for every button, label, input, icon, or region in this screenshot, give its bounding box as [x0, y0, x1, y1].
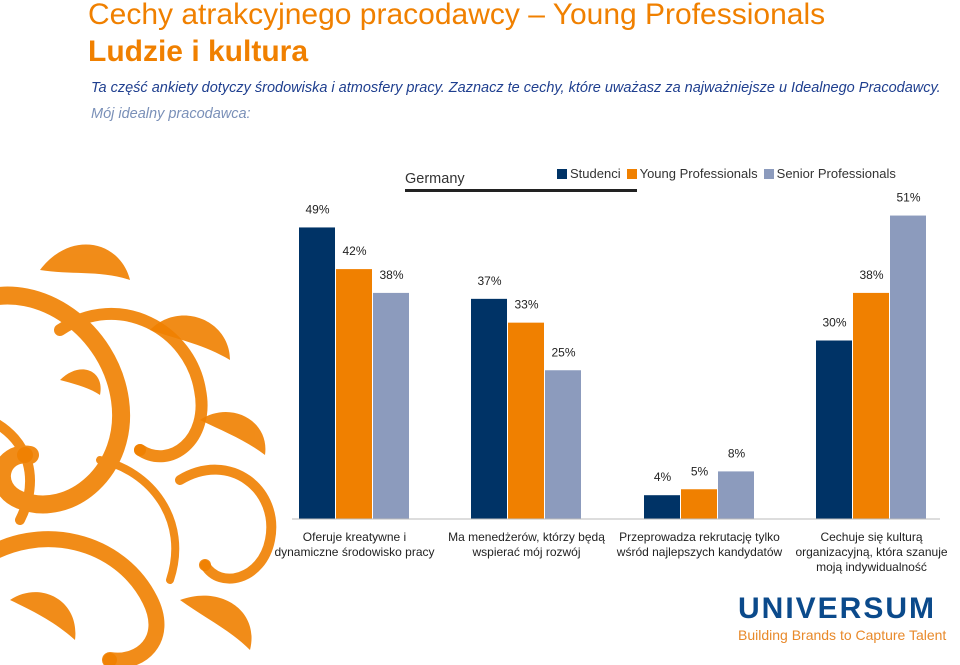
data-label: 51% — [896, 191, 920, 205]
logo-wordmark: UNIVERSUM — [738, 592, 937, 625]
legend-item-senior-professionals: Senior Professionals — [763, 166, 896, 181]
page-title: Cechy atrakcyjnego pracodawcy – Young Pr… — [88, 0, 826, 31]
bar-senior-professionals-2 — [718, 471, 754, 519]
data-label: 4% — [654, 470, 672, 484]
chart-legend: Studenci Young Professionals Senior Prof… — [557, 166, 902, 181]
decorative-ornament — [0, 244, 277, 665]
data-label: 30% — [822, 316, 846, 330]
universum-logo: UNIVERSUM Building Brands to Capture Tal… — [738, 592, 946, 644]
page-subtitle-title: Ludzie i kultura — [88, 35, 309, 68]
category-label: Przeprowadza rekrutację tylko wśród najle… — [616, 530, 783, 559]
data-label: 8% — [728, 446, 746, 460]
question-prompt: Mój idealny pracodawca: — [91, 106, 251, 122]
data-label: 42% — [342, 244, 366, 258]
survey-instruction: Ta część ankiety dotyczy środowiska i at… — [91, 80, 941, 96]
bar-studenci-2 — [644, 495, 680, 519]
legend-label: Studenci — [570, 166, 621, 181]
legend-label: Young Professionals — [639, 166, 758, 181]
bar-young-professionals-2 — [681, 489, 717, 519]
legend-swatch — [557, 168, 567, 179]
bar-young-professionals-3 — [853, 292, 889, 519]
legend-item-young-professionals: Young Professionals — [626, 166, 758, 181]
bar-studenci-0 — [299, 227, 335, 519]
logo-tagline: Building Brands to Capture Talent — [738, 627, 947, 643]
country-label: Germany — [405, 171, 465, 187]
country-underline — [405, 189, 637, 192]
bar-studenci-3 — [816, 340, 852, 519]
bar-senior-professionals-3 — [890, 215, 926, 520]
legend-swatch — [626, 168, 637, 179]
data-label: 33% — [514, 298, 538, 312]
bar-young-professionals-0 — [336, 269, 372, 519]
data-label: 38% — [379, 268, 403, 282]
data-label: 49% — [305, 202, 329, 216]
legend-swatch — [763, 168, 774, 179]
bar-young-professionals-1 — [508, 322, 544, 519]
bar-senior-professionals-0 — [373, 292, 409, 519]
data-label: 25% — [551, 345, 575, 359]
bar-senior-professionals-1 — [545, 370, 581, 519]
data-label: 37% — [477, 274, 501, 288]
category-label: Ma menedżerów, którzy będą wspierać mój r… — [448, 530, 605, 559]
data-label: 38% — [859, 268, 883, 282]
category-label: Oferuje kreatywne i dynamiczne środowisko… — [274, 530, 434, 559]
data-label: 5% — [691, 464, 709, 478]
legend-item-studenci: Studenci — [557, 166, 621, 181]
legend-label: Senior Professionals — [776, 166, 896, 181]
category-label: Cechuje się kulturą organizacyjną, która … — [795, 530, 947, 574]
bar-studenci-1 — [471, 298, 507, 519]
